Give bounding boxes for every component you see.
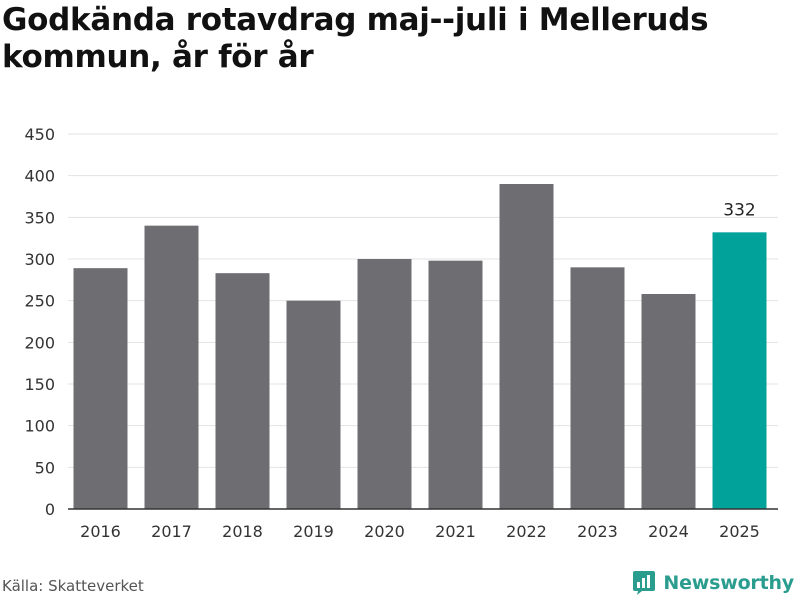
x-tick-label: 2016 — [80, 522, 121, 541]
bars — [73, 184, 767, 510]
x-axis-tick-labels: 2016 2017 2018 2019 2020 2021 2022 2023 2024 2025 — [80, 522, 760, 541]
bar — [286, 300, 341, 509]
bar — [144, 225, 199, 509]
bar — [428, 260, 483, 509]
x-tick-label: 2017 — [151, 522, 192, 541]
y-tick-label: 150 — [24, 375, 55, 394]
y-tick-label: 300 — [24, 250, 55, 269]
x-tick-label: 2021 — [435, 522, 476, 541]
x-tick-label: 2023 — [577, 522, 618, 541]
bar — [499, 184, 554, 509]
bar-chart-logo-icon — [633, 571, 656, 595]
y-axis-tick-labels: 0 50 100 150 200 250 300 350 400 450 — [24, 125, 55, 519]
bar — [357, 259, 412, 509]
y-tick-label: 50 — [35, 458, 55, 477]
bar-highlighted — [712, 232, 767, 510]
y-tick-label: 0 — [45, 500, 55, 519]
y-tick-label: 350 — [24, 208, 55, 227]
brand-logo[interactable]: Newsworthy — [632, 568, 794, 598]
x-tick-label: 2020 — [364, 522, 405, 541]
x-tick-label: 2019 — [293, 522, 334, 541]
brand-name: Newsworthy — [663, 572, 794, 594]
y-tick-label: 400 — [24, 167, 55, 186]
data-labels: 332 — [723, 200, 755, 220]
x-tick-label: 2024 — [648, 522, 689, 541]
bar — [641, 294, 696, 509]
y-tick-label: 200 — [24, 333, 55, 352]
y-tick-label: 250 — [24, 292, 55, 311]
bar — [570, 267, 625, 509]
x-tick-label: 2025 — [719, 522, 760, 541]
data-label: 332 — [723, 200, 755, 220]
y-tick-label: 100 — [24, 417, 55, 436]
y-tick-label: 450 — [24, 125, 55, 144]
bar — [215, 273, 270, 509]
x-tick-label: 2018 — [222, 522, 263, 541]
x-tick-label: 2022 — [506, 522, 547, 541]
source-note: Källa: Skatteverket — [2, 577, 144, 595]
bar — [73, 268, 128, 509]
chart-title: Godkända rotavdrag maj--juli i Melleruds… — [2, 2, 709, 75]
